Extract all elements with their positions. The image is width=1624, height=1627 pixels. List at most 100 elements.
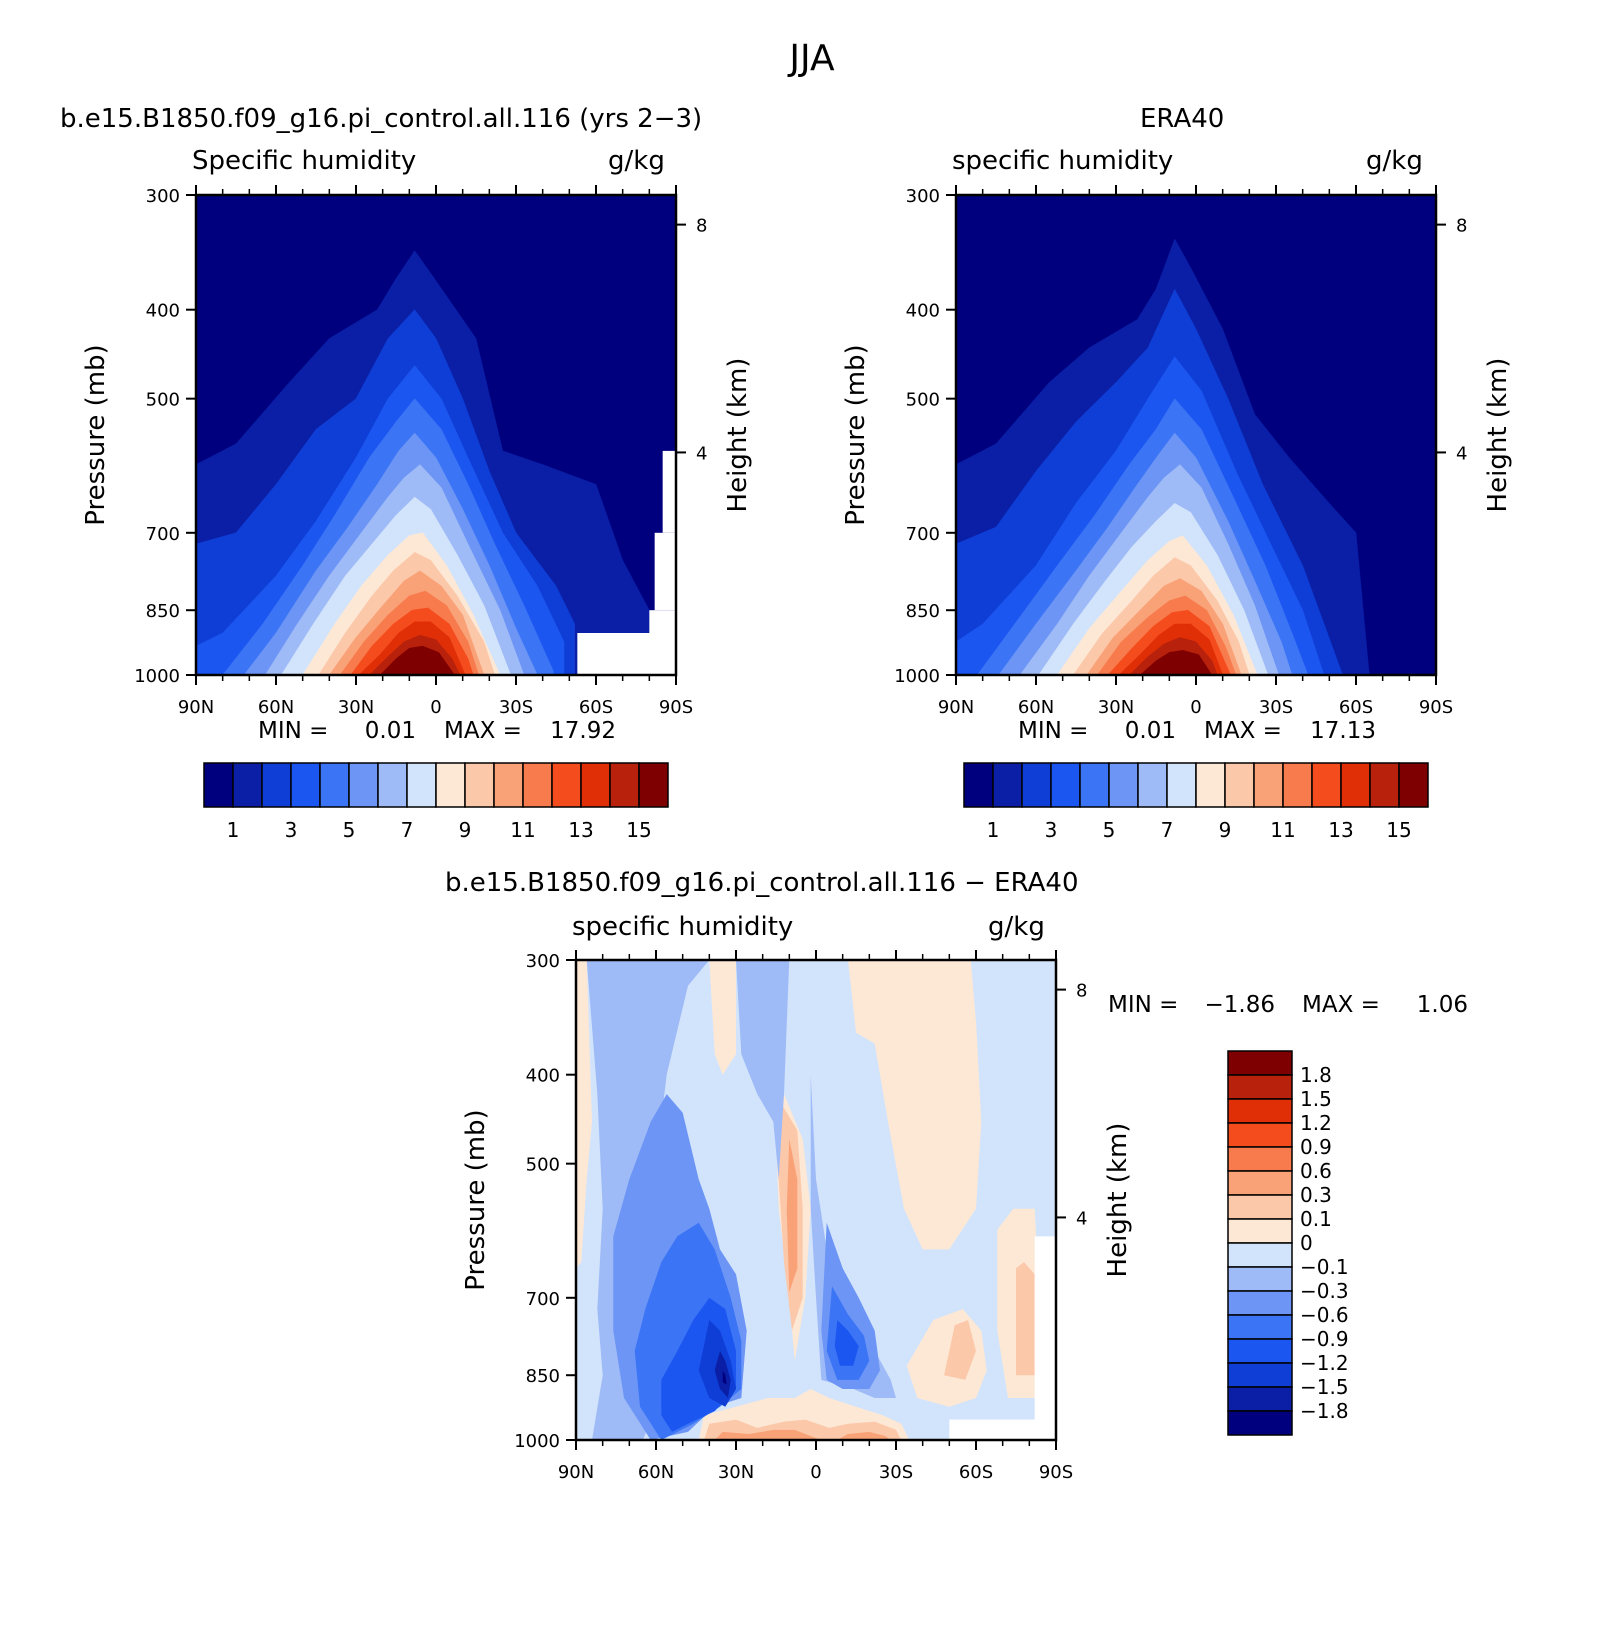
obs-colorbar-box-14: [1369, 762, 1400, 808]
difference-contour-blob-0: [576, 960, 592, 1269]
diff-height-axis-label: Height (km): [1103, 1123, 1133, 1278]
model-colorbar-box-13: [580, 762, 611, 808]
model-y-tick-label-1000: 1000: [134, 666, 180, 687]
obs-colorbar-label-11: 11: [1270, 818, 1295, 842]
model-units-label: g/kg: [608, 146, 665, 176]
diff-min-value: −1.86: [1205, 992, 1275, 1018]
model-max-label: MAX =: [444, 718, 522, 744]
obs-colorbar-label-1: 1: [987, 818, 1000, 842]
diff-colorbar-label-0: 1.8: [1300, 1063, 1332, 1087]
model-min-value: 0.01: [365, 718, 416, 744]
model-height-tick-label-8: 8: [696, 216, 707, 237]
obs-colorbar-box-1: [992, 762, 1023, 808]
diff-x-tick-label-60S: 60S: [959, 1462, 993, 1483]
diff-x-tick-label-30S: 30S: [879, 1462, 913, 1483]
obs-height-tick-label-4: 4: [1456, 443, 1467, 464]
obs-x-tick-label-60N: 60N: [1018, 697, 1054, 718]
obs-y-tick-label-500: 500: [906, 390, 940, 411]
figure-title: JJA: [789, 38, 835, 79]
diff-colorbar-label-9: −0.3: [1300, 1279, 1349, 1303]
obs-y-tick-label-1000: 1000: [894, 666, 940, 687]
diff-colorbar-label-6: 0.1: [1300, 1207, 1332, 1231]
diff-y-tick-label-500: 500: [526, 1155, 560, 1176]
model-y-axis-label: Pressure (mb): [81, 344, 111, 525]
diff-colorbar-label-10: −0.6: [1300, 1303, 1349, 1327]
diff-colorbar-box-7: [1227, 1218, 1293, 1244]
obs-variable-label: specific humidity: [952, 146, 1174, 176]
diff-colorbar-box-2: [1227, 1098, 1293, 1124]
difference-field: [576, 960, 1056, 1440]
model-colorbar-box-0: [203, 762, 234, 808]
difference-contour-blob-8: [944, 1320, 976, 1380]
model-colorbar-label-3: 3: [285, 818, 298, 842]
obs-colorbar-box-0: [963, 762, 994, 808]
obs-colorbar-box-13: [1340, 762, 1371, 808]
model-colorbar-label-13: 13: [568, 818, 593, 842]
obs-colorbar-label-9: 9: [1219, 818, 1232, 842]
diff-colorbar-box-4: [1227, 1146, 1293, 1172]
diff-colorbar-label-11: −0.9: [1300, 1327, 1349, 1351]
diff-colorbar-box-0: [1227, 1050, 1293, 1076]
model-y-tick-label-500: 500: [146, 390, 180, 411]
diff-colorbar-box-6: [1227, 1194, 1293, 1220]
diff-y-axis-label: Pressure (mb): [461, 1109, 491, 1290]
model-panel-title: b.e15.B1850.f09_g16.pi_control.all.116 (…: [60, 104, 703, 134]
model-colorbar-label-1: 1: [227, 818, 240, 842]
obs-field: [956, 195, 1436, 675]
diff-colorbar-label-2: 1.2: [1300, 1111, 1332, 1135]
obs-colorbar-box-2: [1021, 762, 1052, 808]
diff-y-tick-label-700: 700: [526, 1289, 560, 1310]
model-min-label: MIN =: [258, 718, 328, 744]
model-x-tick-label-90N: 90N: [178, 697, 214, 718]
diff-max-label: MAX =: [1302, 992, 1380, 1018]
difference-contour-blob-15: [736, 960, 790, 1180]
diff-colorbar-box-10: [1227, 1290, 1293, 1316]
model-variable-label: Specific humidity: [192, 146, 417, 176]
diff-max-value: 1.06: [1417, 992, 1468, 1018]
model-colorbar-box-14: [609, 762, 640, 808]
diff-x-tick-label-90N: 90N: [558, 1462, 594, 1483]
model-colorbar-box-2: [261, 762, 292, 808]
obs-units-label: g/kg: [1366, 146, 1423, 176]
model-colorbar-label-5: 5: [343, 818, 356, 842]
model-colorbar-box-12: [551, 762, 582, 808]
obs-y-tick-label-400: 400: [906, 301, 940, 322]
diff-x-tick-label-90S: 90S: [1039, 1462, 1073, 1483]
diff-min-label: MIN =: [1108, 992, 1178, 1018]
obs-colorbar-box-5: [1108, 762, 1139, 808]
diff-colorbar-box-12: [1227, 1338, 1293, 1364]
diff-height-tick-label-8: 8: [1076, 981, 1087, 1002]
obs-x-tick-label-90S: 90S: [1419, 697, 1453, 718]
difference-contour-blob-25: [722, 1370, 727, 1385]
diff-colorbar-box-15: [1227, 1410, 1293, 1436]
diff-colorbar-box-8: [1227, 1242, 1293, 1268]
obs-panel-title: ERA40: [1140, 104, 1225, 134]
obs-colorbar-box-4: [1079, 762, 1110, 808]
model-colorbar-box-8: [435, 762, 466, 808]
obs-y-axis-label: Pressure (mb): [841, 344, 871, 525]
model-colorbar-label-11: 11: [510, 818, 535, 842]
difference-contour-blob-13: [837, 1431, 891, 1440]
model-y-tick-label-850: 850: [146, 601, 180, 622]
model-x-tick-label-90S: 90S: [659, 697, 693, 718]
diff-colorbar-label-12: −1.2: [1300, 1351, 1349, 1375]
obs-y-tick-label-700: 700: [906, 524, 940, 545]
obs-colorbar-box-10: [1253, 762, 1284, 808]
difference-missing-data-0: [949, 1419, 1056, 1440]
model-colorbar-box-11: [522, 762, 553, 808]
diff-height-tick-label-4: 4: [1076, 1208, 1087, 1229]
diff-colorbar-box-5: [1227, 1170, 1293, 1196]
model-colorbar-box-3: [290, 762, 321, 808]
diff-colorbar-label-3: 0.9: [1300, 1135, 1332, 1159]
model-contour-level-15: [379, 645, 455, 675]
model-colorbar-box-15: [638, 762, 669, 808]
model-x-tick-label-60S: 60S: [579, 697, 613, 718]
model-max-value: 17.92: [550, 718, 616, 744]
model-missing-data-0: [577, 632, 676, 675]
obs-min-label: MIN =: [1018, 718, 1088, 744]
obs-x-tick-label-30S: 30S: [1259, 697, 1293, 718]
obs-colorbar-box-9: [1224, 762, 1255, 808]
difference-missing-data-1: [1034, 1236, 1056, 1420]
model-colorbar-box-6: [377, 762, 408, 808]
difference-contour-blob-12: [714, 1429, 822, 1440]
